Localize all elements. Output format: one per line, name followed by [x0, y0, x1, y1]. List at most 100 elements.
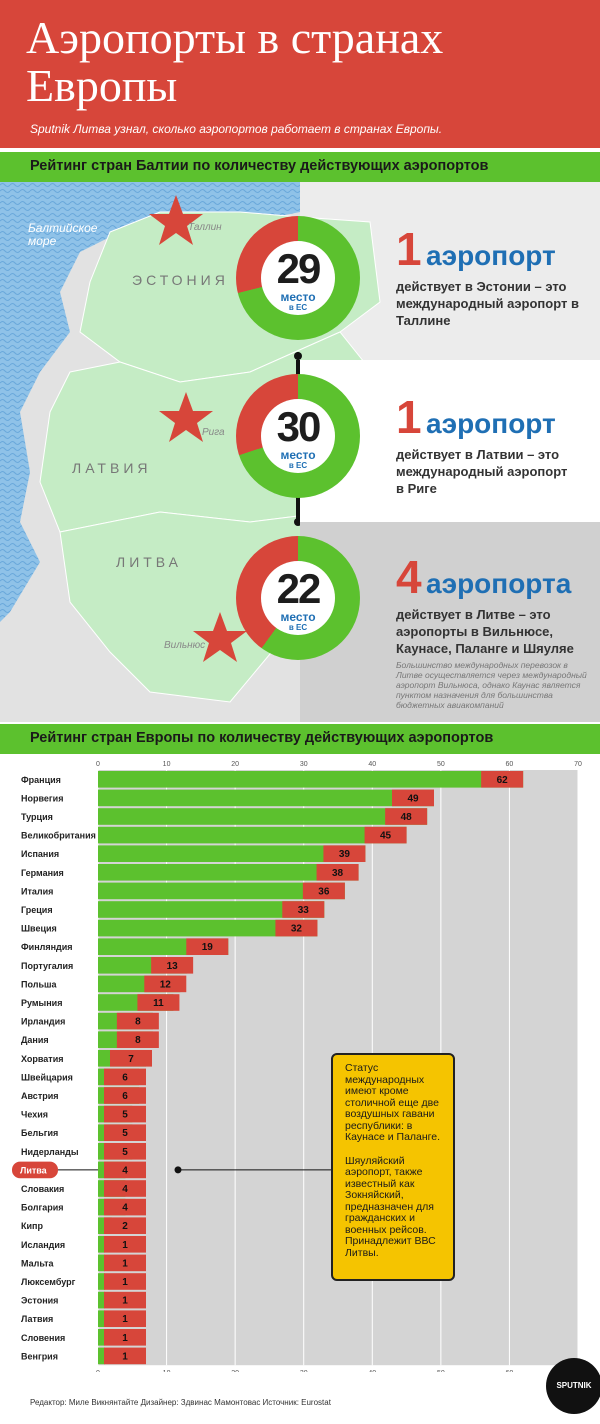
category-label: Франция: [21, 775, 61, 785]
rank-label-latvia: место: [280, 448, 316, 462]
x-tick-label-top: 0: [96, 761, 100, 768]
bar-value-box: [104, 1347, 146, 1365]
timeline-dot-1: [294, 352, 302, 360]
x-tick-label-bottom: 30: [300, 1370, 308, 1372]
category-label: Кипр: [21, 1221, 43, 1231]
data-label: 6: [122, 1072, 128, 1083]
x-tick-label-top: 10: [163, 761, 171, 768]
data-label: 1: [122, 1296, 128, 1307]
bar: [98, 845, 366, 862]
rank-estonia: 29: [276, 245, 322, 292]
bar: [98, 882, 345, 900]
bar: [98, 1347, 105, 1365]
bar-value-box: [104, 1087, 146, 1104]
bar: [98, 1273, 105, 1290]
header: Аэропорты в странах Европы Sputnik Литва…: [0, 0, 600, 148]
data-label: 12: [160, 979, 172, 990]
bar-value-box: [104, 1291, 146, 1309]
data-label: 36: [318, 886, 330, 897]
category-label: Ирландия: [21, 1017, 65, 1027]
donut-estonia-center: 29 место в ЕС: [261, 241, 335, 315]
category-label: Люксембург: [21, 1277, 76, 1287]
bar-value-box: [104, 1161, 146, 1179]
bar-value-box: [323, 845, 366, 862]
category-label: Швеция: [21, 924, 57, 934]
footer-credits: Редактор: Миле Викнянтайте Дизайнер: Здв…: [30, 1398, 331, 1407]
category-label: Болгария: [21, 1203, 64, 1213]
x-tick-label-bottom: 10: [163, 1370, 171, 1372]
bar-value-box: [104, 1310, 146, 1327]
bar-value-box: [364, 826, 407, 844]
baltic-section-title: Рейтинг стран Балтии по количеству дейст…: [30, 158, 489, 174]
data-label: 38: [332, 868, 344, 879]
x-tick-label-top: 20: [231, 761, 239, 768]
data-label: 1: [122, 1240, 128, 1251]
category-label: Австрия: [21, 1091, 59, 1101]
fact-latvia: 1 аэропорт действует в Латвии – это межд…: [396, 394, 576, 497]
category-label: Дания: [21, 1035, 49, 1045]
baltic-section: Балтийское море ЭСТОНИЯ ЛАТВИЯ ЛИТВА Тал…: [0, 182, 600, 722]
category-label: Испания: [21, 849, 59, 859]
bar-value-box: [104, 1236, 146, 1253]
category-label: Исландия: [21, 1240, 65, 1250]
data-label: 5: [122, 1110, 128, 1121]
rank-lithuania: 22: [276, 565, 322, 612]
data-label: 8: [135, 1017, 141, 1028]
data-label: 32: [291, 924, 303, 935]
category-label: Германия: [21, 868, 64, 878]
x-tick-label-top: 60: [506, 761, 514, 768]
data-label: 11: [153, 998, 164, 1009]
rank-sub-estonia: в ЕС: [288, 303, 308, 312]
europe-section-header: Рейтинг стран Европы по количеству дейст…: [0, 724, 600, 754]
donut-estonia: 29 место в ЕС: [236, 216, 360, 340]
category-label: Греция: [21, 905, 53, 915]
data-label: 8: [135, 1035, 141, 1046]
bar-value-box: [104, 1143, 146, 1160]
data-label: 7: [128, 1054, 134, 1065]
star-vilnius-icon: [193, 612, 247, 662]
category-label: Венгрия: [21, 1351, 58, 1361]
data-label: 6: [122, 1091, 128, 1102]
donut-lithuania: 22 место в ЕС: [236, 536, 360, 660]
data-label: 49: [407, 793, 419, 804]
data-label: 5: [122, 1147, 128, 1158]
bar-value-box: [186, 938, 229, 955]
category-label: Чехия: [21, 1110, 48, 1120]
bar-value-box: [151, 957, 194, 974]
bar: [98, 1310, 105, 1327]
rank-sub-latvia: в ЕС: [288, 461, 308, 470]
bar-value-box: [104, 1217, 146, 1234]
data-label: 45: [380, 831, 392, 842]
vilnius-label: Вильнюс: [164, 640, 206, 651]
callout-paragraph-2: Шяуляйский аэропорт, также известный как…: [345, 1154, 436, 1259]
category-label: Литва: [20, 1165, 48, 1175]
lithuania-note: Большинство международных перевозок в Ли…: [396, 660, 587, 710]
data-label: 2: [122, 1221, 128, 1232]
bar-value-box: [104, 1273, 146, 1290]
bar: [98, 864, 359, 881]
bar-value-box: [385, 808, 428, 825]
category-label: Турция: [21, 812, 53, 822]
category-label: Хорватия: [21, 1054, 64, 1064]
category-label: Словакия: [21, 1184, 64, 1194]
callout-dot: [174, 1166, 182, 1174]
bar-value-box: [302, 882, 345, 900]
bar-chart-svg: 001010202030304040505060607070Франция62Н…: [12, 761, 582, 1372]
category-label: Португалия: [21, 961, 73, 971]
x-tick-label-top: 30: [300, 761, 308, 768]
category-label: Словения: [21, 1333, 65, 1343]
bar-value-box: [137, 994, 180, 1011]
bar: [98, 808, 428, 825]
bar: [98, 1291, 105, 1309]
category-label: Румыния: [21, 998, 62, 1008]
bar: [98, 901, 325, 918]
donut-latvia: 30 место в ЕС: [236, 374, 360, 498]
baltic-section-header: Рейтинг стран Балтии по количеству дейст…: [0, 152, 600, 182]
highlight-pill: [12, 1161, 58, 1179]
bar-value-box: [316, 864, 359, 881]
bar-value-box: [275, 919, 318, 937]
data-label: 33: [298, 905, 310, 916]
bar: [98, 826, 407, 844]
riga-label: Рига: [202, 427, 225, 438]
category-label: Швейцария: [21, 1072, 73, 1082]
